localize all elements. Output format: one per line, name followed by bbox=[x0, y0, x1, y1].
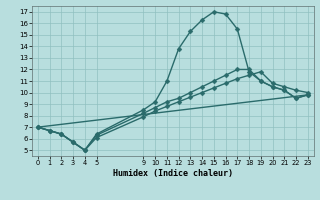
X-axis label: Humidex (Indice chaleur): Humidex (Indice chaleur) bbox=[113, 169, 233, 178]
